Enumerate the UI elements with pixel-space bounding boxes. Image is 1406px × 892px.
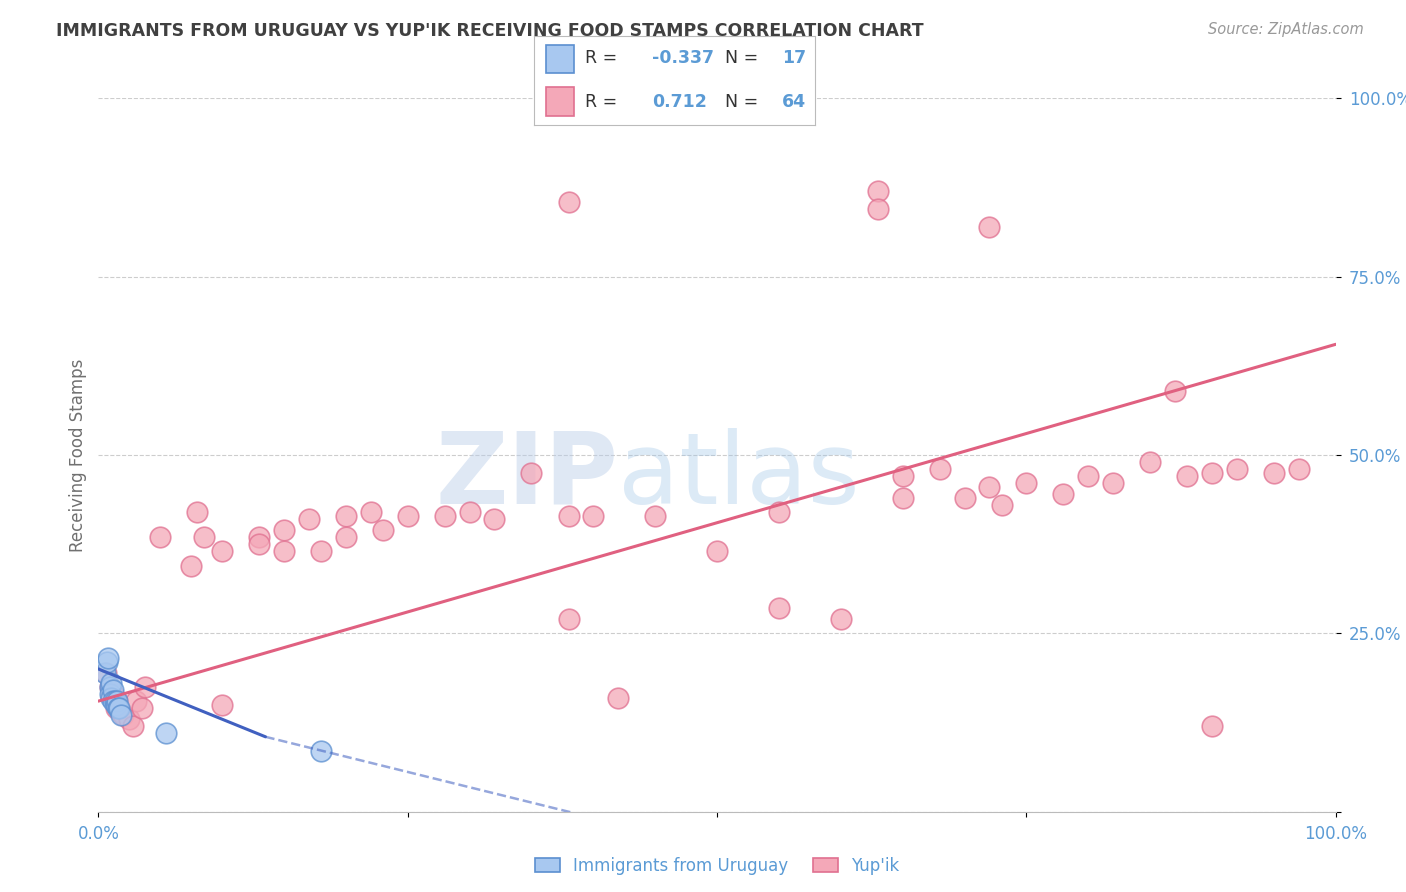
Point [100,676,122,690]
Point [97,651,120,665]
Point [104,698,127,712]
Point [1102,476,1125,491]
Point [953,491,976,505]
Point [118,712,141,726]
Point [180,558,202,573]
Point [103,687,125,701]
Point [100,690,122,705]
Point [98,680,121,694]
Text: ZIP: ZIP [436,428,619,524]
Point [1052,487,1074,501]
Point [211,544,233,558]
Point [1175,469,1198,483]
Point [1077,469,1099,483]
Point [149,530,172,544]
Point [103,694,125,708]
Point [110,705,132,719]
Point [557,508,579,523]
Point [105,694,128,708]
Text: IMMIGRANTS FROM URUGUAY VS YUP'IK RECEIVING FOOD STAMPS CORRELATION CHART: IMMIGRANTS FROM URUGUAY VS YUP'IK RECEIV… [56,22,924,40]
Point [193,530,215,544]
Point [105,694,128,708]
Point [134,680,156,694]
Text: N =: N = [725,93,765,111]
Text: 64: 64 [782,93,806,111]
Point [335,530,357,544]
Point [94,665,117,680]
Point [1226,462,1249,476]
Point [458,505,481,519]
Text: N =: N = [725,49,765,68]
Point [247,537,270,551]
Point [93,665,115,680]
Point [273,523,295,537]
Point [768,505,790,519]
Point [891,491,914,505]
Point [103,694,125,708]
Point [830,612,852,626]
Point [131,701,153,715]
Point [866,184,889,198]
Text: 17: 17 [782,49,806,68]
Point [607,690,630,705]
Text: R =: R = [585,93,628,111]
Point [1201,719,1223,733]
Point [186,505,208,519]
Point [103,683,125,698]
Point [98,680,121,694]
Point [433,508,456,523]
Point [582,508,605,523]
Point [155,726,177,740]
Point [247,530,270,544]
Point [990,498,1012,512]
Point [979,219,1001,234]
Text: 0.712: 0.712 [652,93,707,111]
FancyBboxPatch shape [546,87,574,116]
Point [108,701,131,715]
Text: R =: R = [585,49,623,68]
Point [298,512,321,526]
Point [1288,462,1310,476]
Point [124,694,146,708]
Point [1139,455,1161,469]
Point [1015,476,1038,491]
Point [706,544,728,558]
Point [520,466,543,480]
Text: -0.337: -0.337 [652,49,714,68]
Point [866,202,889,216]
Point [360,505,382,519]
Text: atlas: atlas [619,428,859,524]
Point [484,512,506,526]
Point [112,708,135,723]
Point [309,744,332,758]
Point [104,701,127,715]
Text: Source: ZipAtlas.com: Source: ZipAtlas.com [1208,22,1364,37]
Point [309,544,332,558]
Point [557,194,579,209]
Point [979,480,1001,494]
Y-axis label: Receiving Food Stamps: Receiving Food Stamps [69,359,87,551]
Point [371,523,394,537]
FancyBboxPatch shape [546,45,574,73]
Point [96,655,118,669]
Point [644,508,666,523]
Point [1164,384,1187,398]
Point [396,508,419,523]
Point [107,701,129,715]
Point [928,462,950,476]
Point [110,708,132,723]
Point [1263,466,1285,480]
Point [1201,466,1223,480]
Point [557,612,579,626]
Point [335,508,357,523]
Point [211,698,233,712]
Point [891,469,914,483]
Point [768,601,790,615]
Point [122,719,145,733]
Legend: Immigrants from Uruguay, Yup'ik: Immigrants from Uruguay, Yup'ik [534,856,900,875]
Point [273,544,295,558]
Point [98,687,121,701]
